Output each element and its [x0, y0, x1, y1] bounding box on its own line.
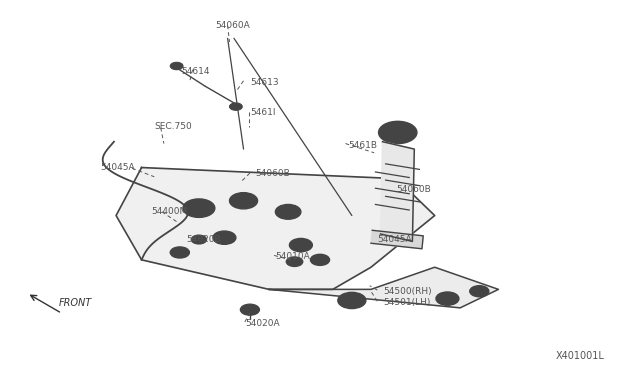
- Polygon shape: [371, 230, 423, 249]
- Polygon shape: [381, 142, 414, 241]
- Circle shape: [390, 235, 404, 244]
- Text: 54060A: 54060A: [215, 21, 250, 30]
- Circle shape: [470, 286, 489, 297]
- Circle shape: [393, 129, 403, 135]
- Text: 54614: 54614: [181, 67, 209, 76]
- Polygon shape: [269, 267, 499, 308]
- Circle shape: [230, 103, 243, 110]
- Text: 54020B: 54020B: [186, 235, 221, 244]
- Circle shape: [183, 199, 215, 217]
- Circle shape: [275, 205, 301, 219]
- Circle shape: [286, 257, 303, 266]
- Circle shape: [230, 193, 257, 209]
- Text: 54010A: 54010A: [275, 251, 310, 261]
- Text: 54045A: 54045A: [100, 163, 135, 172]
- Text: 54400M: 54400M: [151, 207, 188, 217]
- Circle shape: [170, 247, 189, 258]
- Circle shape: [404, 187, 414, 193]
- Circle shape: [170, 62, 183, 70]
- Circle shape: [310, 254, 330, 265]
- Circle shape: [338, 292, 366, 309]
- Text: 54501(LH): 54501(LH): [384, 298, 431, 307]
- Text: SEC.750: SEC.750: [154, 122, 192, 131]
- Circle shape: [379, 121, 417, 144]
- Text: X401001L: X401001L: [556, 351, 605, 361]
- Circle shape: [289, 238, 312, 252]
- Text: 5461B: 5461B: [349, 141, 378, 150]
- Polygon shape: [116, 167, 435, 289]
- Circle shape: [191, 235, 207, 244]
- Text: FRONT: FRONT: [59, 298, 92, 308]
- Circle shape: [213, 231, 236, 244]
- Text: 54020A: 54020A: [245, 319, 280, 328]
- Text: 54500(RH): 54500(RH): [384, 287, 433, 296]
- Circle shape: [381, 236, 394, 243]
- Text: 54045A: 54045A: [378, 235, 412, 244]
- Text: 54060B: 54060B: [396, 185, 431, 194]
- Text: 54613: 54613: [250, 78, 278, 87]
- Text: 54060B: 54060B: [255, 169, 290, 177]
- Circle shape: [241, 304, 259, 315]
- Circle shape: [436, 292, 459, 305]
- Text: 5461I: 5461I: [250, 108, 275, 117]
